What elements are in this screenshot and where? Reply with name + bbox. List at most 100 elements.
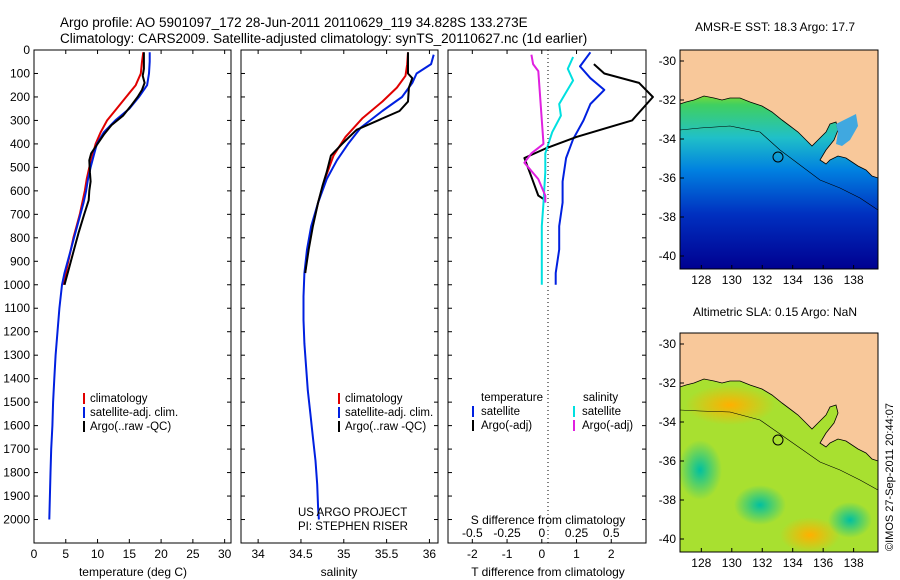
map-xtick-label: 136 [813,556,833,570]
map-xtick-label: 134 [783,273,803,287]
sla-map-frame [679,332,879,553]
legend-title-salinity: salinity [583,392,618,404]
difference-S-xtick-label: -0.25 [493,526,521,540]
legend-title-temperature: temperature [481,392,543,404]
difference-S-xtick-label: 0.25 [565,526,589,540]
map-ytick-label: -40 [659,249,677,263]
argo-position-marker [772,434,784,446]
sst-map-ticks: 128 130 132 134 136 138 -30 -32 -34 -36 -38 -40 [659,54,864,287]
difference-series-satellite [554,51,606,285]
temperature-ytick-label: 300 [10,113,30,127]
temperature-xtick-label: 25 [186,547,200,561]
temperature-ytick-label: 1200 [3,325,30,339]
difference-series-argo-adj [523,54,547,203]
project-line2: PI: STEPHEN RISER [298,521,408,533]
sla-anomaly-blob [685,385,775,425]
salinity-panel-frame [240,49,439,544]
temperature-ytick-label: 500 [10,160,30,174]
sla-land [679,332,879,462]
difference-S-xtick-label: 0 [538,526,545,540]
difference-panel-frame [447,49,647,544]
salinity-series-argo-raw-qc [304,52,414,274]
map-ytick-label: -36 [659,454,677,468]
temperature-ytick-label: 1400 [3,372,30,386]
temperature-axes: 0100200300400500600700800900100011001200… [3,43,231,561]
header-line2: Climatology: CARS2009. Satellite-adjuste… [60,31,587,46]
salinity-xtick-label: 34.5 [289,547,313,561]
salinity-xtick-label: 35 [337,547,351,561]
legend-label-s-argo: Argo(-adj) [582,420,633,432]
salinity-axes: 34 34.5 35 35.5 36 [241,49,438,561]
temperature-ytick-label: 100 [10,66,30,80]
map-ytick-label: -34 [659,132,677,146]
salinity-xtick-label: 34 [251,547,265,561]
map-ytick-label: -40 [659,532,677,546]
temperature-ytick-label: 1700 [3,442,30,456]
temperature-ytick-label: 1300 [3,348,30,362]
temperature-ytick-label: 200 [10,90,30,104]
map-xtick-label: 132 [752,556,772,570]
argo-position-marker [772,151,784,163]
salinity-xlabel: salinity [321,565,358,579]
temperature-ytick-label: 1900 [3,489,30,503]
sla-anomaly-blob [734,485,786,525]
map-xtick-label: 138 [844,273,864,287]
project-line1: US ARGO PROJECT [298,507,407,519]
difference-T-xtick-label: 2 [608,547,615,561]
sla-map [678,332,879,553]
temperature-ytick-label: 1600 [3,419,30,433]
legend-label-climatology: climatology [90,393,148,405]
difference-series-argo-adj [523,63,654,202]
legend-label-s-satellite: satellite [582,406,621,418]
legend-label-argo: Argo(..raw -QC) [90,421,171,433]
map-xtick-label: 132 [752,273,772,287]
map-ytick-label: -38 [659,210,677,224]
temperature-xtick-label: 10 [91,547,105,561]
temperature-ytick-label: 2000 [3,513,30,527]
temperature-xtick-label: 15 [123,547,137,561]
map-xtick-label: 130 [722,273,742,287]
sla-anomaly-blob [828,502,872,538]
temperature-ytick-label: 1800 [3,466,30,480]
salinity-series-satellite-adj-clim [302,54,435,520]
difference-T-xtick-label: -1 [502,547,513,561]
difference-series-satellite [540,56,575,285]
map-ytick-label: -38 [659,493,677,507]
temperature-ytick-label: 1100 [4,301,30,315]
temperature-ytick-label: 700 [10,207,30,221]
map-xtick-label: 138 [844,556,864,570]
difference-T-xtick-label: -2 [467,547,478,561]
map-ytick-label: -30 [659,54,677,68]
imos-credit: ©IMOS 27-Sep-2011 20:44:07 [884,403,896,551]
temperature-xtick-label: 0 [31,547,38,561]
difference-xlabel-T: T difference from climatology [471,565,625,579]
sla-anomaly-blob [780,517,840,553]
sla-isobath [679,409,879,491]
sst-map [679,49,879,270]
map-xtick-label: 134 [783,556,803,570]
difference-T-xtick-label: 1 [573,547,580,561]
legend-label-climatology: climatology [345,393,403,405]
legend-label-satellite: satellite-adj. clim. [90,407,178,419]
sst-map-title: AMSR-E SST: 18.3 Argo: 17.7 [695,20,855,34]
sla-map-ticks: 128 130 132 134 136 138 -30 -32 -34 -36 -38 -40 [659,337,864,570]
temperature-series-argo-raw-qc [63,52,146,286]
difference-S-xtick-label: -0.5 [462,526,483,540]
legend-label-satellite: satellite-adj. clim. [345,407,433,419]
map-xtick-label: 136 [813,273,833,287]
temperature-ytick-label: 800 [10,231,30,245]
temperature-ytick-label: 600 [10,184,30,198]
map-ytick-label: -32 [659,93,677,107]
sla-map-title: Altimetric SLA: 0.15 Argo: NaN [693,305,857,319]
temperature-panel-frame [33,49,232,544]
temperature-xlabel: temperature (deg C) [79,565,187,579]
temperature-ytick-label: 400 [10,137,30,151]
sst-gulf-water [836,114,858,146]
map-ytick-label: -32 [659,376,677,390]
temperature-ytick-label: 1000 [3,278,30,292]
difference-axes: -2 -1 0 1 2 -0.5 -0.25 0 0.25 0.5 [448,49,646,561]
difference-S-xtick-label: 0.5 [603,526,620,540]
map-xtick-label: 128 [691,556,711,570]
difference-T-xtick-label: 0 [538,547,545,561]
